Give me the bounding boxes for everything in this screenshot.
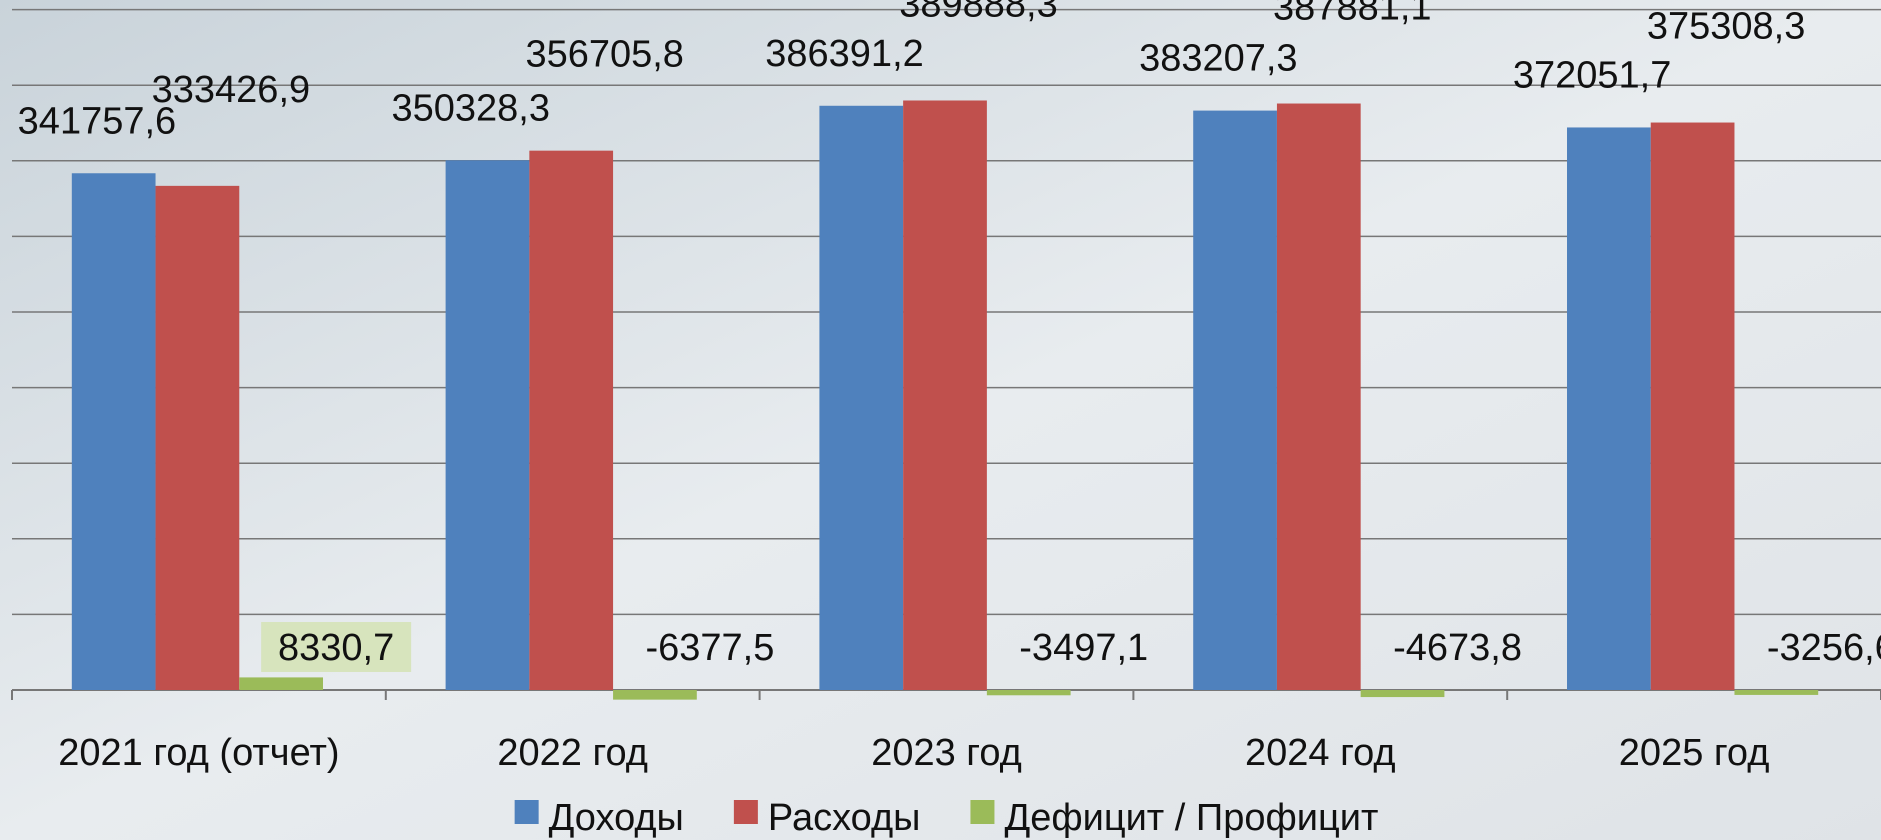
legend-label: Дефицит / Профицит <box>1004 797 1378 839</box>
bar <box>1734 690 1819 695</box>
data-label: 372051,7 <box>1513 54 1672 96</box>
bar <box>1360 690 1445 698</box>
legend-label: Доходы <box>549 797 684 839</box>
bar <box>819 105 904 691</box>
bar <box>239 677 324 690</box>
bar <box>613 690 697 700</box>
data-label: 356705,8 <box>525 34 684 76</box>
data-label: 389888,3 <box>899 0 1058 25</box>
x-tick-label: 2023 год <box>871 732 1022 774</box>
data-label: 386391,2 <box>765 33 924 75</box>
bar <box>1276 103 1361 690</box>
bar <box>1567 127 1651 691</box>
x-tick-label: 2022 год <box>497 732 648 774</box>
legend-label: Расходы <box>768 797 921 839</box>
legend-swatch <box>514 800 539 824</box>
data-label: -4673,8 <box>1393 627 1522 669</box>
legend-swatch <box>970 800 995 824</box>
legend-swatch <box>733 800 758 824</box>
x-tick-label: 2021 год (отчет) <box>58 732 339 774</box>
bar <box>1650 122 1735 690</box>
bar <box>71 173 156 690</box>
data-label: -6377,5 <box>645 627 774 669</box>
bar <box>155 185 240 690</box>
x-tick-label: 2025 год <box>1619 732 1770 774</box>
data-label: 383207,3 <box>1139 38 1298 80</box>
bar <box>986 690 1071 696</box>
data-label: 350328,3 <box>391 87 550 129</box>
data-label: 387881,1 <box>1273 0 1432 29</box>
data-label-background <box>261 622 412 672</box>
data-label: 333426,9 <box>152 69 311 111</box>
x-tick-label: 2024 год <box>1245 732 1396 774</box>
data-label: 8330,7 <box>278 627 394 669</box>
bar <box>903 100 987 690</box>
bar <box>529 150 614 690</box>
data-label: 341757,6 <box>18 100 177 142</box>
bar <box>445 160 530 691</box>
bar <box>1193 110 1277 690</box>
data-label: 375308,3 <box>1647 6 1806 48</box>
data-label: -3256,6 <box>1767 627 1881 669</box>
data-label: -3497,1 <box>1019 627 1148 669</box>
